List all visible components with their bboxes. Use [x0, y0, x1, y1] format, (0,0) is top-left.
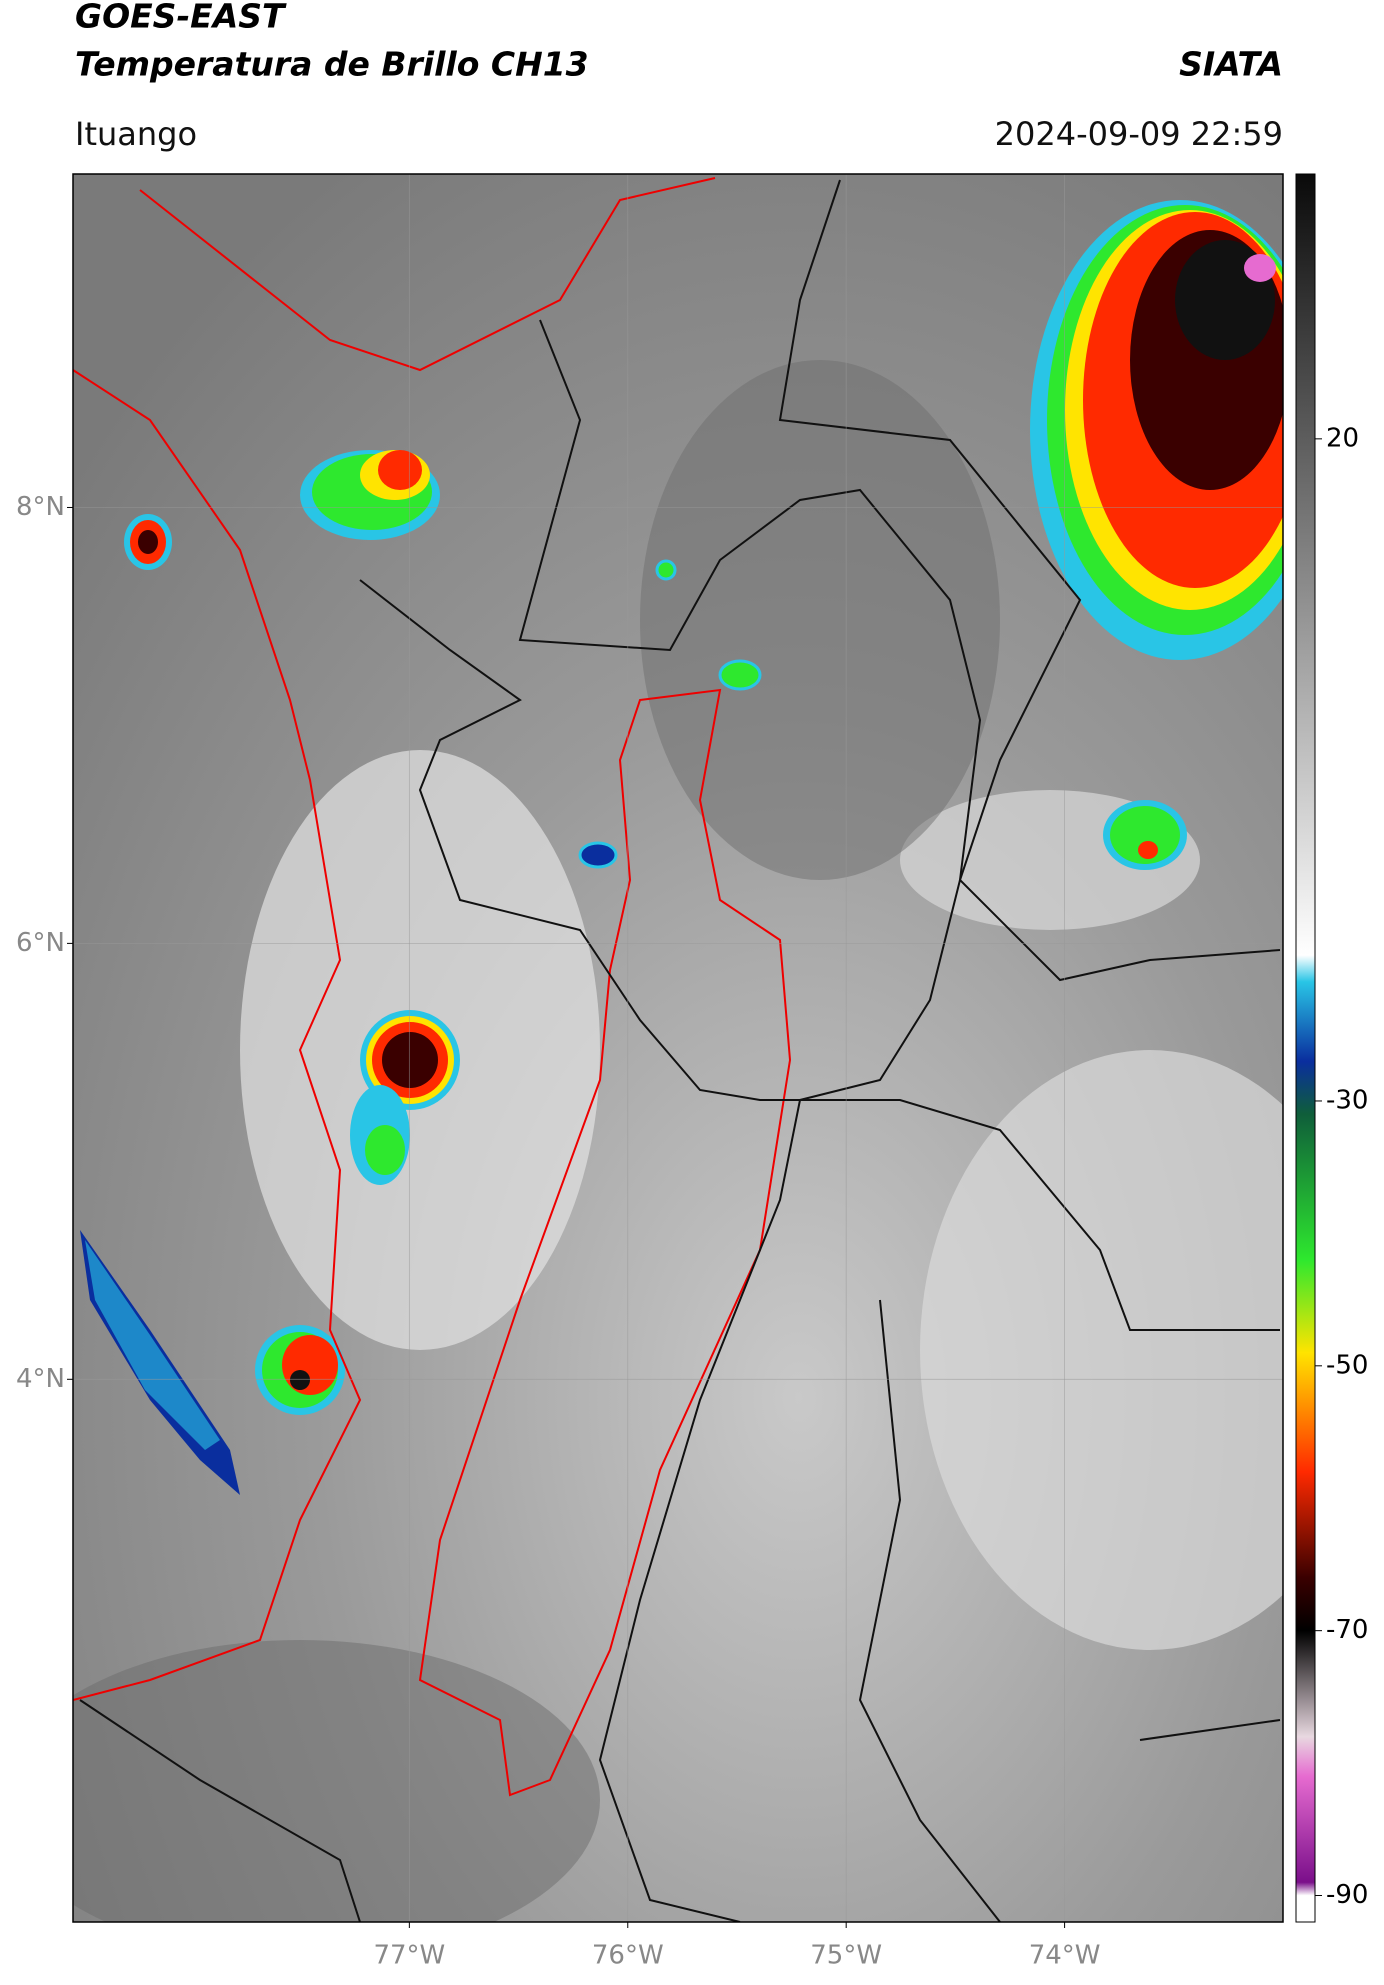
department-border — [359, 579, 1280, 1331]
storm — [655, 559, 677, 581]
storm — [124, 514, 172, 570]
x-tick-label: 77°W — [373, 1941, 445, 1971]
storm — [1103, 800, 1187, 870]
source: SIATA — [1179, 45, 1283, 84]
y-tick-label: 6°N — [16, 928, 65, 958]
storm — [350, 1085, 410, 1185]
storm — [300, 450, 440, 540]
colorbar — [1295, 173, 1316, 1923]
storm — [1030, 200, 1283, 660]
department-border — [79, 1299, 1281, 1922]
colorbar-tick-label: -50 — [1326, 1350, 1368, 1380]
storm — [718, 659, 762, 691]
map — [73, 174, 1283, 1922]
storm — [255, 1325, 345, 1415]
colorbar-tick-label: -30 — [1326, 1085, 1368, 1115]
colorbar-tick-label: -90 — [1326, 1880, 1368, 1910]
coastline — [73, 369, 362, 1701]
cloud — [920, 1050, 1283, 1650]
cloud — [73, 1640, 600, 1922]
y-tick-label: 8°N — [16, 492, 65, 522]
title: GOES-EAST — [75, 0, 287, 36]
location: Ituango — [75, 115, 197, 153]
cloud — [640, 360, 1000, 880]
x-tick-label: 74°W — [1029, 1941, 1101, 1971]
colorbar-tick-label: 20 — [1326, 423, 1359, 453]
coastline — [139, 177, 716, 372]
subtitle: Temperatura de Brillo CH13 — [75, 45, 589, 84]
department-border — [778, 179, 1281, 982]
x-tick-label: 76°W — [592, 1941, 664, 1971]
y-tick-label: 4°N — [16, 1364, 65, 1394]
storm — [85, 1240, 220, 1450]
storm — [360, 1010, 460, 1110]
department-border — [418, 688, 792, 1797]
datetime: 2024-09-09 22:59 — [995, 115, 1283, 153]
map-frame — [72, 173, 1284, 1923]
colorbar-tick-label: -70 — [1326, 1615, 1368, 1645]
x-tick-label: 75°W — [810, 1941, 882, 1971]
storm — [578, 841, 618, 869]
